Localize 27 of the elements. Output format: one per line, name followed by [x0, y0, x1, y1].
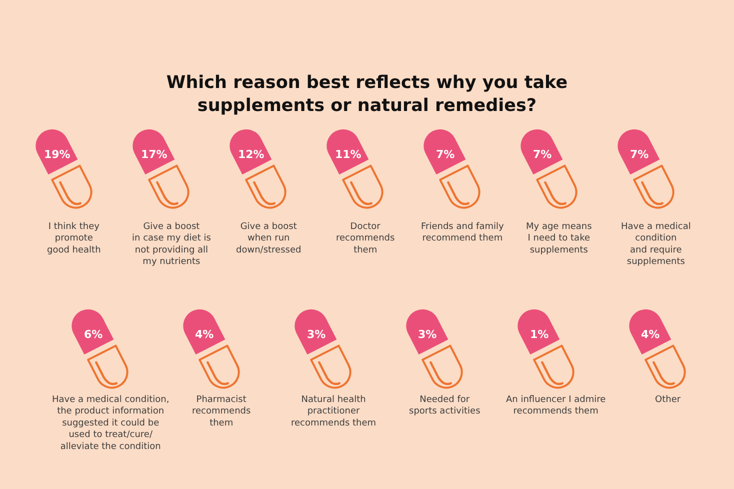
category-label: Give a boost when run down/stressed: [236, 222, 302, 256]
category-label: I think they promote good health: [47, 222, 101, 256]
category-label: Give a boost in case my diet is not providing all my nutrients: [132, 222, 212, 268]
category-label: Doctor recommends them: [336, 222, 395, 256]
text: Which reason best reflects why you take supplements or natural remedies?: [166, 73, 568, 116]
data-label: 11%: [335, 148, 362, 161]
category-label: My age means I need to take supplements: [526, 222, 592, 256]
category-label: An influencer I admire recommends them: [506, 395, 606, 417]
data-label: 7%: [533, 148, 552, 161]
category-label: Other: [655, 395, 681, 405]
data-label: 19%: [44, 148, 70, 161]
data-label: 4%: [195, 328, 214, 341]
category-label: Natural health practitioner recommends them: [291, 395, 376, 428]
data-label: 3%: [307, 328, 326, 341]
data-label: 6%: [84, 328, 103, 341]
data-label: 17%: [141, 148, 168, 161]
category-label: Pharmacist recommends them: [192, 395, 251, 428]
data-label: 4%: [641, 328, 660, 341]
category-label: Friends and family recommend them: [421, 222, 504, 244]
data-label: 3%: [418, 328, 437, 341]
data-label: 7%: [630, 148, 649, 161]
category-label: Have a medical condition and require supplements: [621, 222, 691, 268]
category-label: Needed for sports activities: [409, 395, 481, 417]
data-label: 7%: [436, 148, 455, 161]
data-label: 12%: [238, 148, 264, 161]
data-label: 1%: [530, 328, 549, 341]
category-label: Have a medical condition, the product information suggested it could be used to treat/cure/ alleviate the condition: [52, 395, 170, 452]
